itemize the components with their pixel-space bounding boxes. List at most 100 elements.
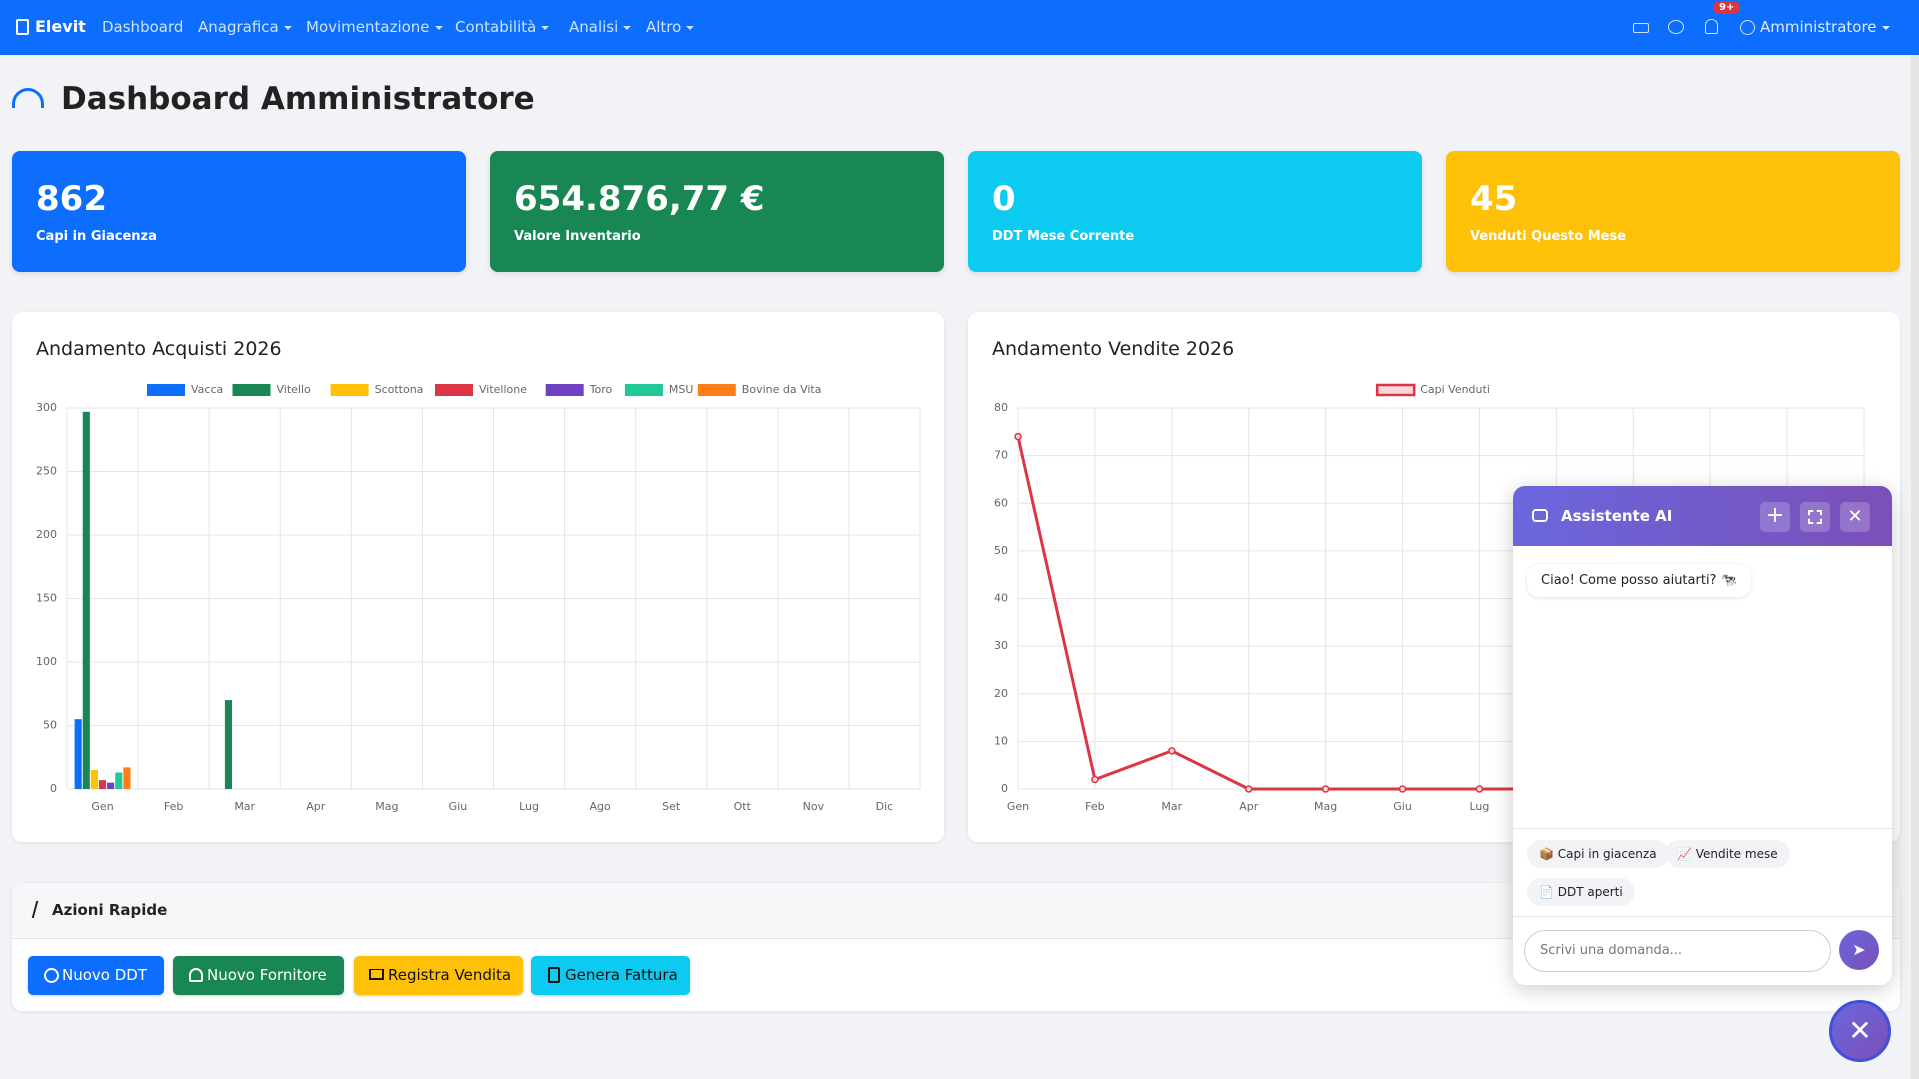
stat-card: 862 Capi in Giacenza bbox=[12, 151, 466, 272]
x-tick-label: Mag bbox=[375, 800, 398, 813]
x-tick-label: Gen bbox=[1007, 800, 1029, 813]
assistant-title: Assistente AI bbox=[1561, 507, 1673, 525]
point bbox=[1398, 785, 1407, 793]
badge: 9+ bbox=[1713, 1, 1741, 14]
divider bbox=[1513, 916, 1892, 917]
x-tick-label: Lug bbox=[1470, 800, 1490, 813]
legend-swatch bbox=[624, 384, 663, 396]
chat-input[interactable]: Scrivi una domanda... bbox=[1524, 930, 1831, 972]
y-tick-label: 0 bbox=[50, 782, 57, 795]
nav-item[interactable]: Dashboard bbox=[102, 18, 184, 36]
chip[interactable]: 📄 DDT aperti bbox=[1527, 878, 1635, 906]
x-tick-label: Mag bbox=[1314, 800, 1337, 813]
stat-card: 654.876,77 € Valore Inventario bbox=[490, 151, 944, 272]
legend-swatch bbox=[697, 384, 736, 396]
stat-label: Venduti Questo Mese bbox=[1470, 229, 1627, 244]
x-tick-label: Nov bbox=[803, 800, 825, 813]
stat-value: 862 bbox=[36, 179, 107, 219]
y-tick-label: 250 bbox=[36, 465, 57, 478]
btn-icon bbox=[369, 969, 384, 980]
y-tick-label: 50 bbox=[43, 719, 57, 732]
divider bbox=[1513, 828, 1892, 829]
chip[interactable]: 📦 Capi in giacenza bbox=[1527, 840, 1669, 868]
brand[interactable]: Elevit bbox=[35, 17, 86, 36]
stat-value: 654.876,77 € bbox=[514, 179, 765, 219]
x-tick-label: Giu bbox=[1393, 800, 1412, 813]
nav-item[interactable]: Analisi bbox=[569, 18, 631, 36]
assistant-header bbox=[1513, 486, 1892, 546]
nav-item[interactable]: Contabilità bbox=[455, 18, 549, 36]
chat-icon[interactable] bbox=[1668, 20, 1684, 34]
x-tick-label: Ott bbox=[734, 800, 752, 813]
x-tick-label: Mar bbox=[1161, 800, 1182, 813]
button[interactable]: Genera Fattura bbox=[531, 956, 690, 995]
chart-title: Andamento Vendite 2026 bbox=[992, 338, 1235, 360]
legend-swatch bbox=[232, 384, 271, 396]
legend-label: Capi Venduti bbox=[1420, 383, 1490, 396]
stat-card: 45 Venduti Questo Mese bbox=[1446, 151, 1900, 272]
bar bbox=[82, 411, 90, 789]
x-tick-label: Gen bbox=[91, 800, 113, 813]
legend-label: Vitellone bbox=[479, 383, 527, 396]
point bbox=[1244, 785, 1253, 793]
point bbox=[1475, 785, 1484, 793]
y-tick-label: 0 bbox=[1001, 782, 1008, 795]
x-tick-label: Ago bbox=[590, 800, 612, 813]
close[interactable]: ✕ bbox=[1840, 502, 1870, 532]
legend-swatch bbox=[545, 384, 584, 396]
bar bbox=[90, 769, 98, 789]
send[interactable]: ➤ bbox=[1839, 930, 1879, 970]
legend-label: MSU bbox=[669, 383, 694, 396]
x-tick-label: Feb bbox=[1085, 800, 1104, 813]
legend-label: Vitello bbox=[277, 383, 312, 396]
legend-swatch bbox=[1375, 383, 1416, 397]
stat-label: DDT Mese Corrente bbox=[992, 229, 1135, 244]
message: Ciao! Come posso aiutarti? 🐄 bbox=[1527, 564, 1751, 597]
legend-swatch bbox=[147, 384, 185, 396]
x-tick-label: Set bbox=[662, 800, 681, 813]
legend-label: Vacca bbox=[191, 383, 223, 396]
bar bbox=[98, 780, 107, 789]
point bbox=[1168, 747, 1176, 755]
user-menu[interactable]: Amministratore bbox=[1760, 18, 1890, 36]
expand[interactable] bbox=[1800, 502, 1830, 532]
scrollbar bbox=[1911, 55, 1919, 1079]
point bbox=[1321, 785, 1330, 793]
chart-card: Andamento Acquisti 2026 0 50 100 150 200 250 3… bbox=[12, 312, 944, 842]
brand-icon bbox=[16, 19, 29, 35]
y-tick-label: 30 bbox=[994, 639, 1008, 652]
y-tick-label: 150 bbox=[36, 592, 57, 605]
navbar: Elevit Dashboard Anagrafica Movimentazio… bbox=[0, 0, 1919, 55]
robot-icon bbox=[1532, 509, 1548, 522]
nav-item[interactable]: Altro bbox=[646, 18, 694, 36]
chart-title: Andamento Acquisti 2026 bbox=[36, 338, 282, 360]
nav-item[interactable]: Anagrafica bbox=[198, 18, 292, 36]
x-tick-label: Mar bbox=[234, 800, 255, 813]
nav-item[interactable]: Movimentazione bbox=[306, 18, 443, 36]
btn-icon bbox=[548, 967, 560, 983]
x-tick-label: Apr bbox=[1239, 800, 1259, 813]
chart: 0 50 100 150 200 250 300 Gen Feb Mar Apr Mag Giu Lug A… bbox=[36, 383, 921, 813]
legend-label: Bovine da Vita bbox=[742, 383, 822, 396]
assistant-toggle[interactable]: ✕ bbox=[1829, 1000, 1891, 1062]
stat-label: Capi in Giacenza bbox=[36, 229, 157, 244]
x-tick-label: Giu bbox=[449, 800, 468, 813]
bar bbox=[74, 719, 82, 789]
y-tick-label: 100 bbox=[36, 655, 57, 668]
user-icon bbox=[1740, 20, 1755, 35]
chip[interactable]: 📈 Vendite mese bbox=[1665, 840, 1790, 868]
y-tick-label: 40 bbox=[994, 592, 1008, 605]
y-tick-label: 20 bbox=[994, 687, 1008, 700]
ai-assistant: Assistente AI + ✕ Ciao! Come posso aiuta… bbox=[1513, 486, 1892, 985]
new-chat[interactable]: + bbox=[1760, 502, 1790, 532]
x-tick-label: Lug bbox=[519, 800, 539, 813]
legend-swatch bbox=[435, 384, 473, 396]
y-tick-label: 200 bbox=[36, 528, 57, 541]
keyboard-icon[interactable] bbox=[1633, 23, 1649, 33]
y-tick-label: 10 bbox=[994, 734, 1008, 747]
bell-icon[interactable] bbox=[1705, 19, 1718, 34]
y-tick-label: 80 bbox=[994, 401, 1008, 414]
page-title: Dashboard Amministratore bbox=[61, 81, 535, 117]
legend-label: Scottona bbox=[375, 383, 424, 396]
